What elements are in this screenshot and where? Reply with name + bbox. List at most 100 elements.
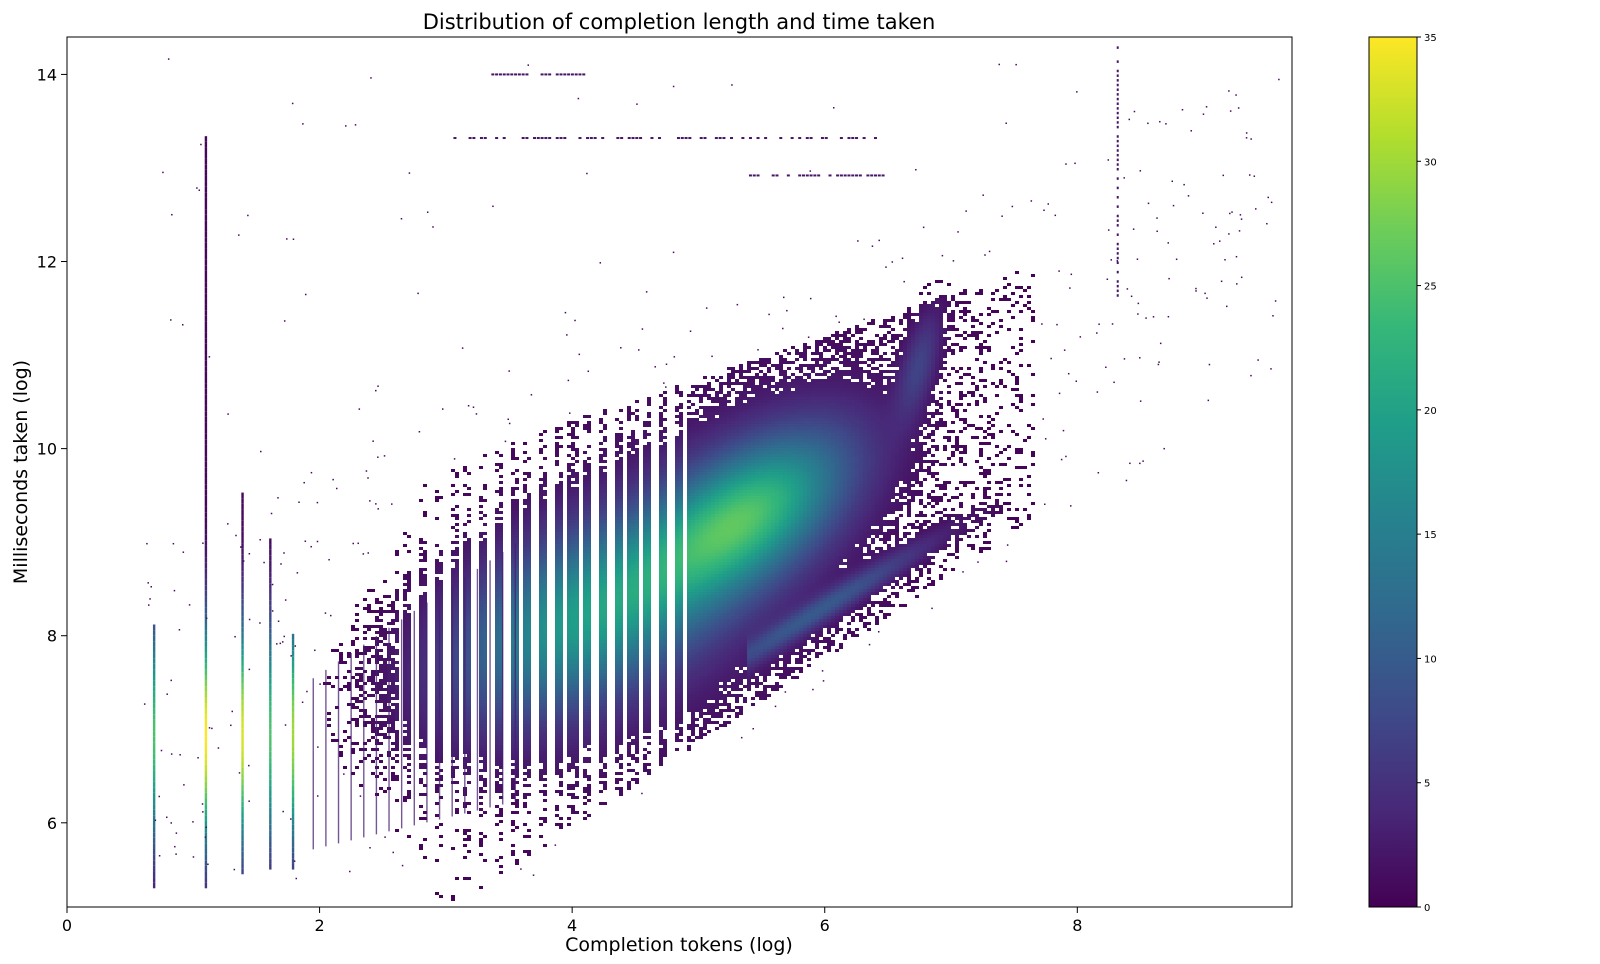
heatmap-cell (695, 442, 699, 445)
heatmap-cell (419, 700, 423, 703)
heatmap-cell (571, 541, 575, 544)
heatmap-cell (463, 493, 467, 496)
heatmap-cell (691, 472, 695, 475)
heatmap-cell (687, 457, 691, 460)
heatmap-cell (467, 592, 471, 595)
heatmap-cell (643, 517, 647, 520)
heatmap-cell (455, 670, 459, 673)
heatmap-cell (587, 586, 591, 589)
heatmap-cell (483, 595, 487, 598)
heatmap-cell (659, 541, 663, 544)
heatmap-cell (559, 592, 563, 595)
heatmap-cell (367, 721, 371, 724)
heatmap-cell (583, 715, 587, 718)
heatmap-cell (367, 676, 371, 679)
heatmap-cell (339, 661, 343, 664)
heatmap-cell (567, 433, 571, 436)
heatmap-cell (675, 622, 679, 625)
heatmap-cell (587, 601, 591, 604)
heatmap-cell (627, 409, 631, 412)
heatmap-cell (523, 796, 527, 799)
heatmap-cell (679, 553, 683, 556)
heatmap-cell (631, 634, 635, 637)
heatmap-cell (587, 814, 591, 817)
heatmap-cell (659, 502, 663, 505)
heatmap-cell (527, 739, 531, 742)
heatmap-cell (515, 802, 519, 805)
heatmap-cell (663, 460, 667, 463)
heatmap-cell (619, 658, 623, 661)
heatmap-cell (423, 601, 427, 604)
heatmap-cell (479, 517, 483, 520)
heatmap-cell (455, 553, 459, 556)
heatmap-cell (599, 637, 603, 640)
heatmap-cell (351, 742, 355, 745)
heatmap-cell (451, 664, 455, 667)
heatmap-cell (679, 469, 683, 472)
heatmap-cell (495, 742, 499, 745)
heatmap-cell (559, 688, 563, 691)
heatmap-cell (663, 589, 667, 592)
heatmap-cell (559, 781, 563, 784)
heatmap-cell (423, 559, 427, 562)
heatmap-cell (647, 679, 651, 682)
heatmap-cell (467, 685, 471, 688)
heatmap-cell (675, 712, 679, 715)
heatmap-cell (435, 658, 439, 661)
heatmap-cell (407, 619, 411, 622)
heatmap-cell (515, 604, 519, 607)
heatmap-cell (567, 511, 571, 514)
heatmap-cell (631, 535, 635, 538)
heatmap-cell (435, 490, 439, 493)
heatmap-cell (631, 682, 635, 685)
heatmap-cell (599, 652, 603, 655)
heatmap-cell (695, 472, 699, 475)
heatmap-cell (451, 658, 455, 661)
heatmap-cell (511, 820, 515, 823)
heatmap-cell (583, 583, 587, 586)
heatmap-cell (559, 691, 563, 694)
heatmap-cell (679, 394, 683, 397)
heatmap-cell (703, 568, 707, 571)
heatmap-cell (555, 790, 559, 793)
heatmap-cell (675, 535, 679, 538)
heatmap-cell (703, 628, 707, 631)
heatmap-cell (615, 730, 619, 733)
heatmap-cell (483, 736, 487, 739)
heatmap-cell (679, 526, 683, 529)
heatmap-cell (407, 664, 411, 667)
heatmap-cell (603, 697, 607, 700)
heatmap-cell (635, 676, 639, 679)
heatmap-cell (571, 706, 575, 709)
heatmap-cell (695, 565, 699, 568)
heatmap-cell (539, 592, 543, 595)
heatmap-cell (627, 715, 631, 718)
heatmap-cell (451, 559, 455, 562)
heatmap-cell (635, 730, 639, 733)
heatmap-cell (455, 703, 459, 706)
heatmap-cell (351, 676, 355, 679)
heatmap-cell (527, 550, 531, 553)
heatmap-cell (403, 724, 407, 727)
heatmap-cell (419, 691, 423, 694)
heatmap-cell (675, 631, 679, 634)
heatmap-cell (699, 670, 703, 673)
heatmap-cell (511, 769, 515, 772)
heatmap-cell (679, 631, 683, 634)
heatmap-cell (619, 496, 623, 499)
heatmap-cell (511, 688, 515, 691)
heatmap-cell (643, 643, 647, 646)
heatmap-cell (687, 439, 691, 442)
heatmap-cell (707, 415, 711, 418)
heatmap-cell (583, 790, 587, 793)
heatmap-cell (543, 715, 547, 718)
heatmap-cell (691, 637, 695, 640)
heatmap-cell (479, 655, 483, 658)
heatmap-cell (691, 583, 695, 586)
heatmap-cell (379, 601, 383, 604)
heatmap-cell (647, 514, 651, 517)
heatmap-cell (691, 679, 695, 682)
heatmap-cell (395, 649, 399, 652)
heatmap-cell (451, 670, 455, 673)
heatmap-cell (703, 667, 707, 670)
